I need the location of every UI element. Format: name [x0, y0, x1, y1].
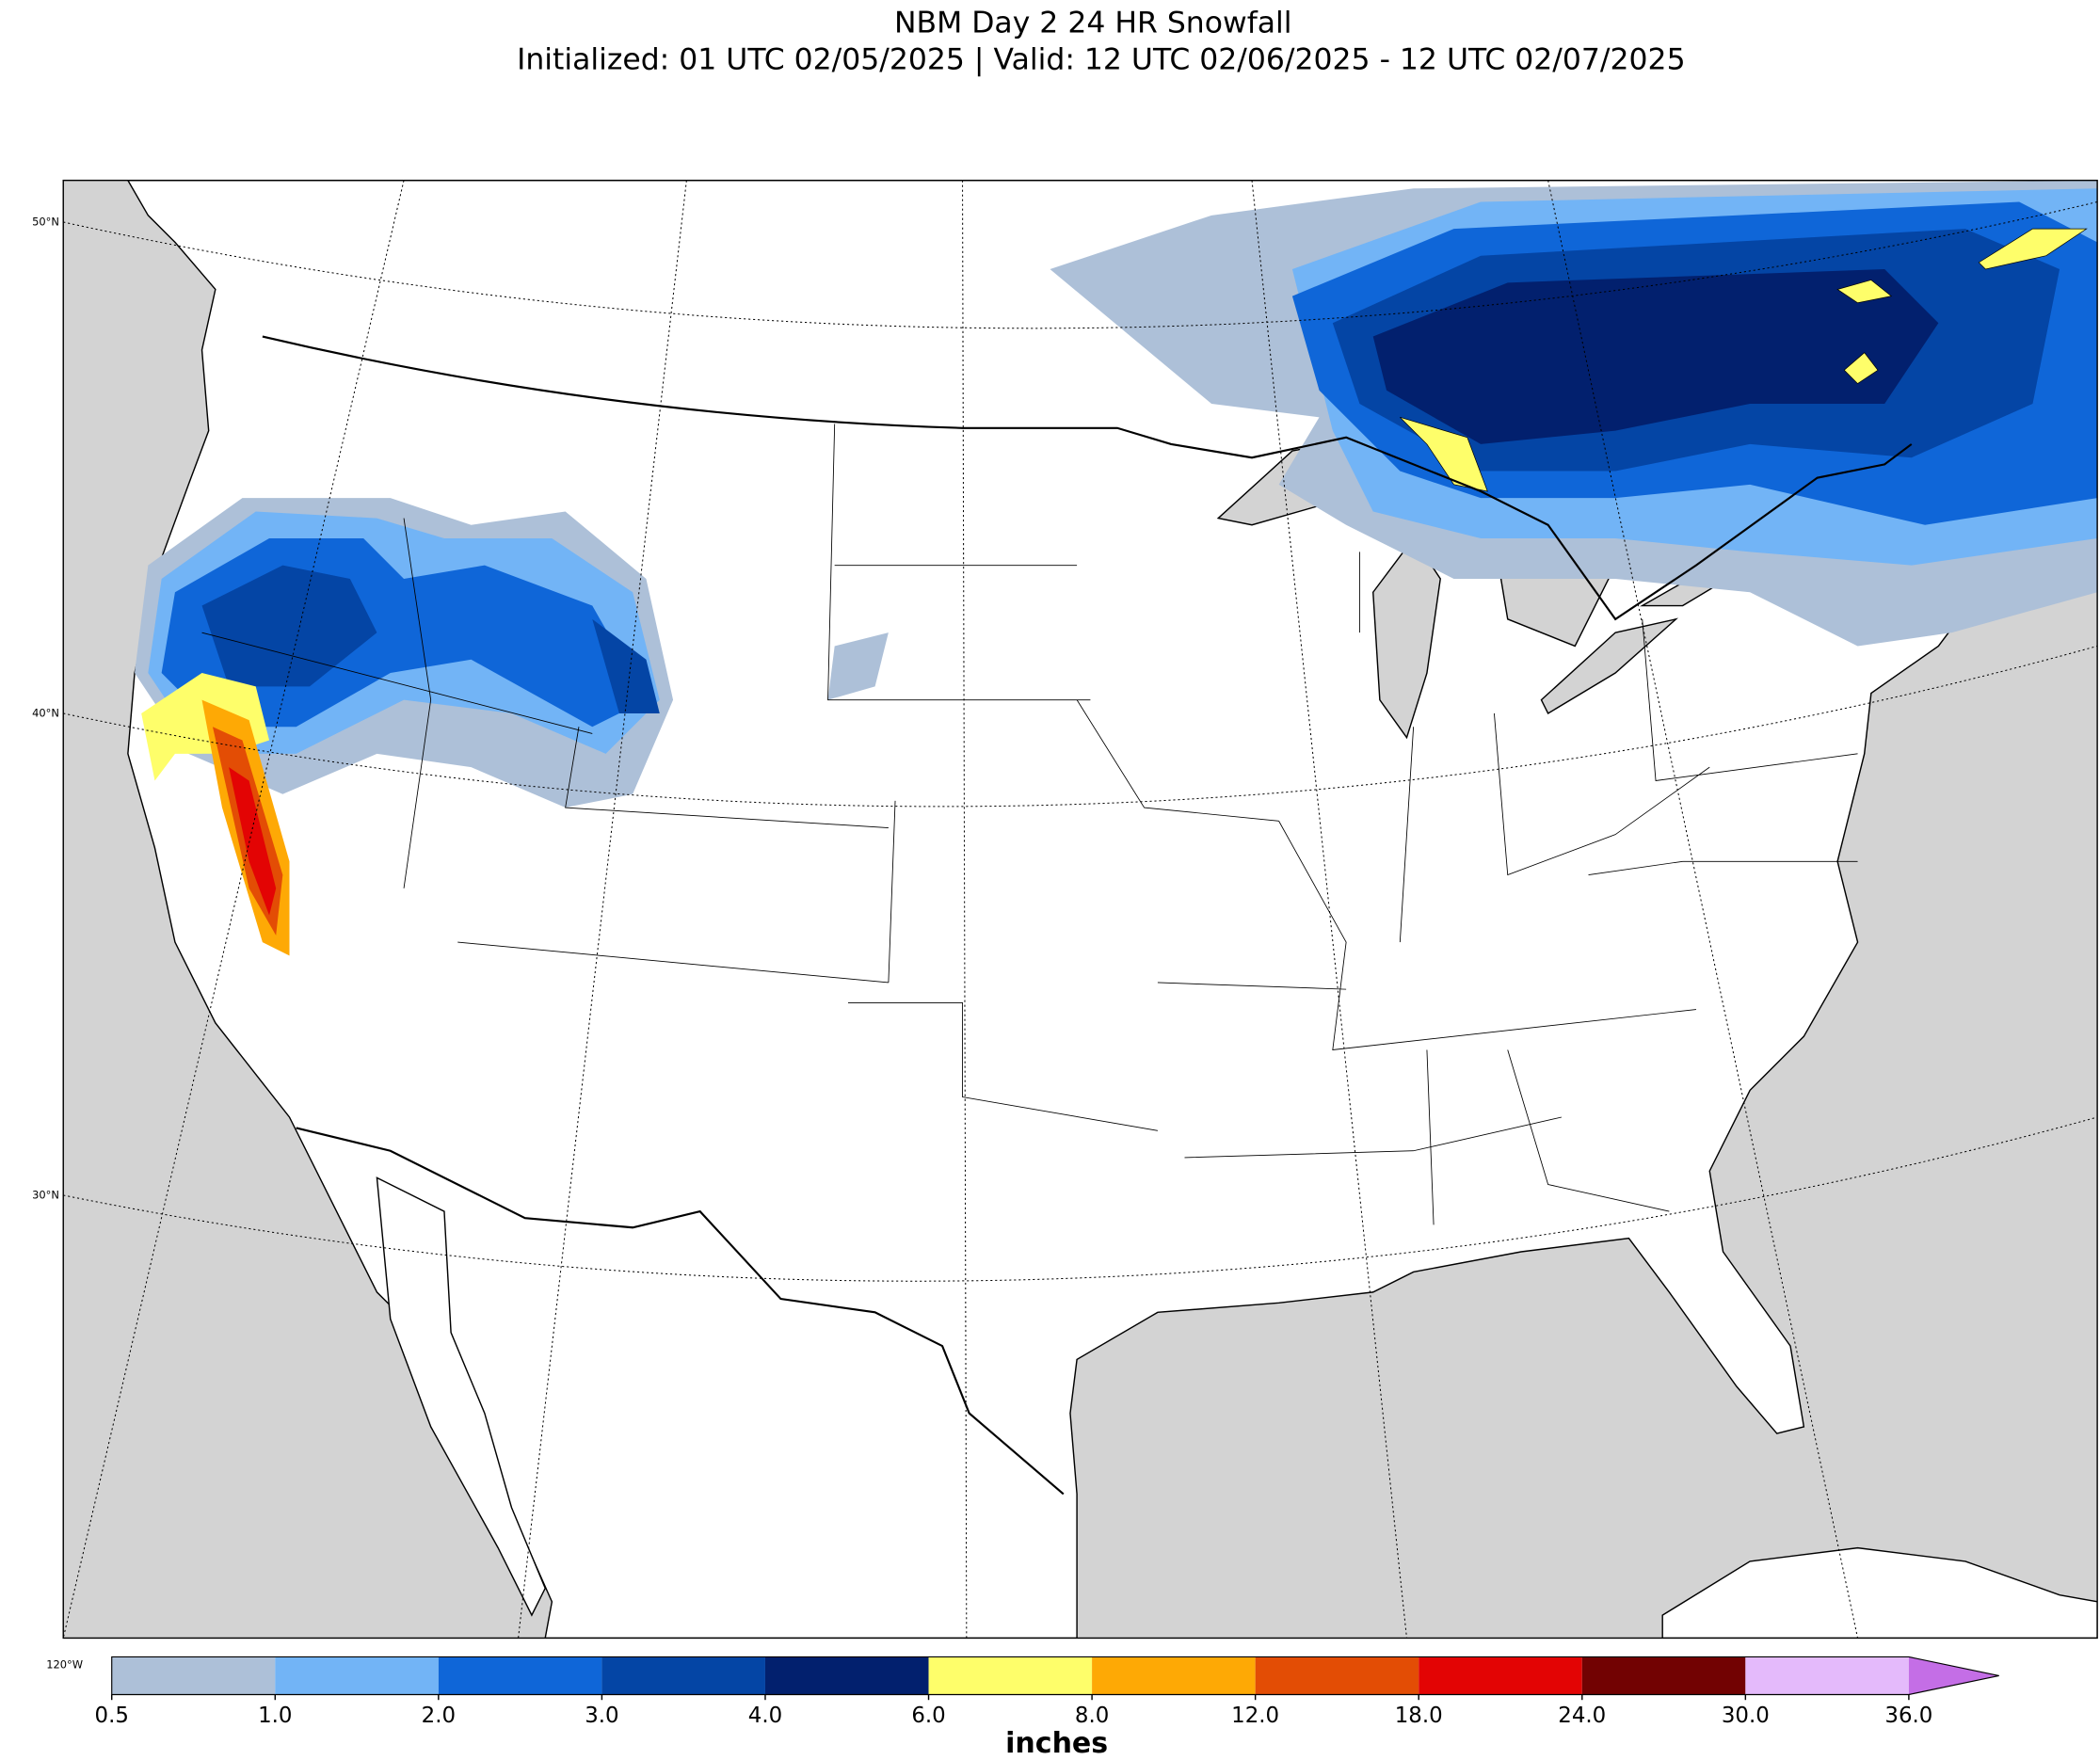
colorbar-label: inches	[1005, 1727, 1108, 1760]
colorbar-box	[764, 1656, 929, 1695]
map-frame	[62, 179, 2098, 1640]
colorbar-box	[1092, 1656, 1256, 1695]
borders	[201, 335, 1913, 1496]
graticule	[63, 180, 2098, 1639]
snowfall	[135, 180, 2098, 956]
colorbar-tick-label: 8.0	[1075, 1704, 1109, 1728]
colorbar-tick-label: 1.0	[258, 1704, 292, 1728]
colorbar: 0.5 1.0 2.0 3.0 4.0 6.0 8.0 12.0 18.0 24.0 30.0 36.…	[95, 1656, 1999, 1728]
title: NBM Day 2 24 HR Snowfall	[894, 7, 1292, 40]
colorbar-box	[1255, 1656, 1419, 1695]
colorbar-tick-label: 12.0	[1231, 1704, 1279, 1728]
colorbar-tick-label: 3.0	[585, 1704, 618, 1728]
colorbar-box	[601, 1656, 765, 1695]
colorbar-tick-label: 2.0	[422, 1704, 456, 1728]
colorbar-box	[275, 1656, 439, 1695]
colorbar-outline	[111, 1656, 1999, 1696]
colorbar-tick-label: 30.0	[1722, 1704, 1770, 1728]
colorbar-box	[1745, 1656, 1909, 1695]
baja	[376, 1176, 546, 1617]
colorbar-tick-label: 6.0	[911, 1704, 945, 1728]
cuba	[1661, 1546, 2098, 1639]
colorbar-extend-arrow	[1908, 1656, 1999, 1695]
colorbar-tick-label: 0.5	[95, 1704, 129, 1728]
subtitle: Initialized: 01 UTC 02/05/2025 | Valid: …	[517, 42, 1686, 76]
colorbar-box	[928, 1656, 1093, 1695]
colorbar-box	[1581, 1656, 1746, 1695]
colorbar-tick-label: 4.0	[748, 1704, 782, 1728]
colorbar-tick-label: 18.0	[1395, 1704, 1443, 1728]
colorbar-box	[438, 1656, 602, 1695]
colorbar-tick-label: 36.0	[1884, 1704, 1932, 1728]
colorbar-tick-label: 24.0	[1558, 1704, 1606, 1728]
lat-label: 50°N	[32, 215, 59, 228]
map	[63, 180, 2098, 1639]
colorbar-box	[111, 1656, 276, 1695]
lat-label: 40°N	[32, 706, 59, 719]
colorbar-box	[1419, 1656, 1582, 1695]
lon-label: 120°W	[46, 1658, 83, 1672]
lat-label: 30°N	[32, 1188, 59, 1201]
